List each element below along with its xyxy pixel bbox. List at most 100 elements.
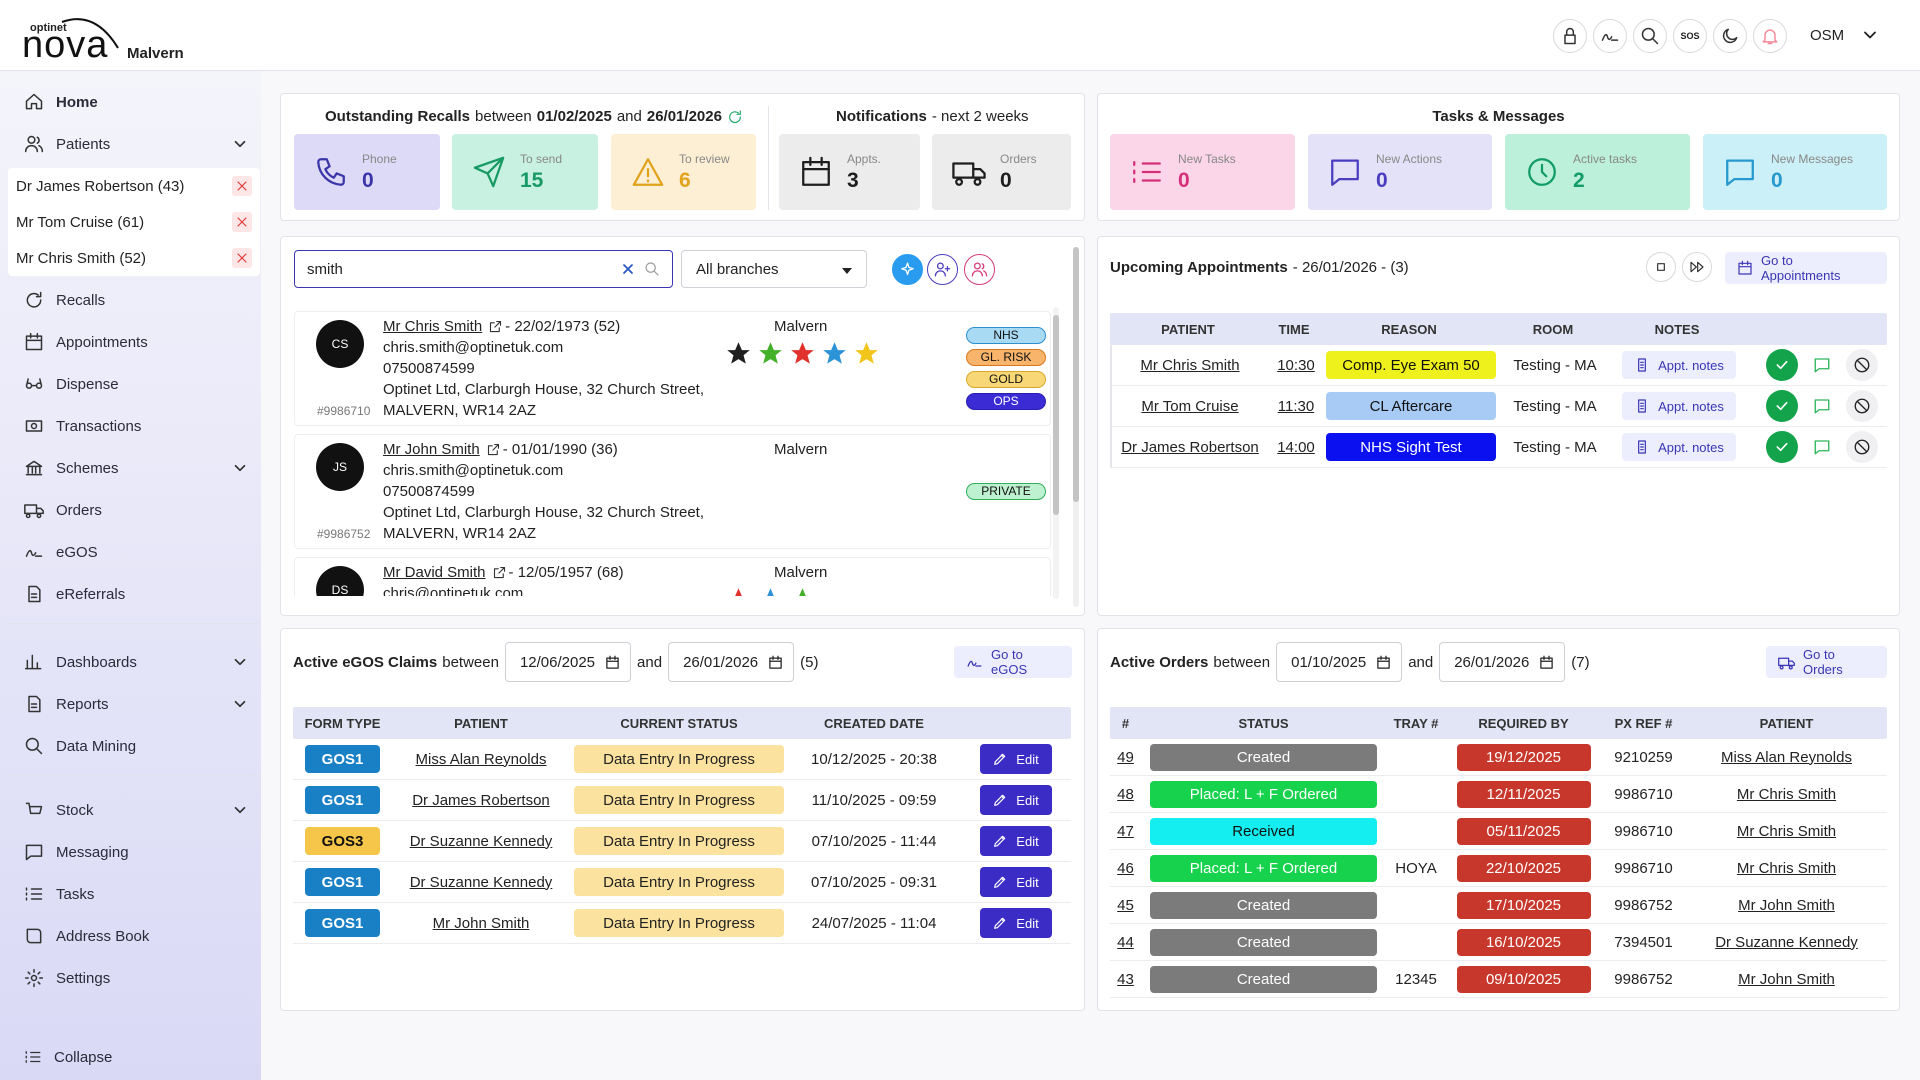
- nav-item[interactable]: Data Mining: [0, 725, 261, 767]
- patient-link[interactable]: Miss Alan Reynolds: [1721, 748, 1852, 766]
- order-link[interactable]: 48: [1117, 785, 1134, 803]
- date-input[interactable]: 26/01/2026: [1439, 642, 1566, 682]
- stat-card[interactable]: New Tasks 0: [1110, 134, 1295, 210]
- patient-link[interactable]: Mr Chris Smith: [1736, 859, 1837, 877]
- header-button[interactable]: [1633, 19, 1667, 53]
- date-input[interactable]: 01/10/2025: [1276, 642, 1403, 682]
- open-patient[interactable]: Dr James Robertson (43): [8, 168, 260, 204]
- arrive-button[interactable]: [1766, 349, 1798, 381]
- order-link[interactable]: 47: [1117, 822, 1134, 840]
- stat-card[interactable]: New Messages 0: [1703, 134, 1887, 210]
- stat-card[interactable]: New Actions 0: [1308, 134, 1492, 210]
- nav-item[interactable]: Appointments: [0, 321, 261, 363]
- arrive-button[interactable]: [1766, 431, 1798, 463]
- order-link[interactable]: 45: [1117, 896, 1134, 914]
- patient-link[interactable]: Miss Alan Reynolds: [415, 750, 547, 768]
- patient-link[interactable]: Mr John Smith: [432, 914, 530, 932]
- patient-link[interactable]: Mr Chris Smith: [1140, 356, 1240, 374]
- nav-item[interactable]: Patients: [0, 123, 261, 165]
- close-button[interactable]: [232, 176, 252, 196]
- order-link[interactable]: 46: [1117, 859, 1134, 877]
- cancel-button[interactable]: [1846, 431, 1878, 463]
- patient-link[interactable]: Dr James Robertson: [412, 791, 550, 809]
- patient-card[interactable]: DS Mr David Smith - 12/05/1957 (68) chris@o…: [294, 557, 1051, 596]
- nav-item[interactable]: Recalls: [0, 279, 261, 321]
- cancel-button[interactable]: [1846, 349, 1878, 381]
- branch-select[interactable]: All branches: [681, 250, 867, 288]
- stat-card[interactable]: Orders 0: [932, 134, 1071, 210]
- nav-item[interactable]: Dashboards: [0, 641, 261, 683]
- header-button[interactable]: [1553, 19, 1587, 53]
- cancel-button[interactable]: [1846, 390, 1878, 422]
- open-patient[interactable]: Mr Tom Cruise (61): [8, 204, 260, 240]
- message-button[interactable]: [1806, 390, 1838, 422]
- header-button[interactable]: [1713, 19, 1747, 53]
- patient-link[interactable]: Mr Tom Cruise: [1141, 397, 1239, 415]
- nav-item[interactable]: Reports: [0, 683, 261, 725]
- search-action[interactable]: [892, 254, 923, 285]
- date-input[interactable]: 12/06/2025: [504, 642, 632, 682]
- patient-link[interactable]: Dr James Robertson: [1121, 438, 1259, 456]
- message-button[interactable]: [1806, 349, 1838, 381]
- order-link[interactable]: 44: [1117, 933, 1134, 951]
- patient-link[interactable]: Dr Suzanne Kennedy: [409, 832, 553, 850]
- nav-item[interactable]: eReferrals: [0, 573, 261, 615]
- time-link[interactable]: 10:30: [1277, 356, 1315, 374]
- go-button[interactable]: Go to eGOS: [954, 646, 1072, 678]
- open-patient[interactable]: Mr Chris Smith (52): [8, 240, 260, 276]
- patient-card[interactable]: CS Mr Chris Smith - 22/02/1973 (52) chris.s…: [294, 311, 1051, 426]
- nav-item[interactable]: Settings: [0, 957, 261, 999]
- patient-link[interactable]: Dr Suzanne Kennedy: [1715, 933, 1858, 951]
- header-button[interactable]: [1593, 19, 1627, 53]
- patient-link[interactable]: Mr John Smith: [1738, 896, 1835, 914]
- notes-button[interactable]: Appt. notes: [1622, 392, 1736, 420]
- user-menu[interactable]: [1860, 25, 1880, 45]
- external-link[interactable]: [492, 565, 507, 580]
- header-button[interactable]: [1753, 19, 1787, 53]
- edit-button[interactable]: Edit: [979, 826, 1052, 856]
- go-appointments[interactable]: Go to Appointments: [1725, 252, 1887, 284]
- notes-button[interactable]: Appt. notes: [1622, 351, 1736, 379]
- edit-button[interactable]: Edit: [979, 785, 1052, 815]
- nav-item[interactable]: Address Book: [0, 915, 261, 957]
- time-link[interactable]: 11:30: [1277, 397, 1315, 415]
- patient-link[interactable]: Mr John Smith: [1738, 970, 1835, 988]
- clear[interactable]: [620, 261, 636, 277]
- arrive-button[interactable]: [1766, 390, 1798, 422]
- external-link[interactable]: [486, 442, 501, 457]
- nav-item[interactable]: Stock: [0, 789, 261, 831]
- notes-button[interactable]: Appt. notes: [1622, 433, 1736, 461]
- message-button[interactable]: [1806, 431, 1838, 463]
- collapse[interactable]: Collapse: [0, 1036, 261, 1078]
- patient-name[interactable]: Mr Chris Smith: [383, 318, 483, 335]
- stat-card[interactable]: Active tasks 2: [1505, 134, 1690, 210]
- stat-card[interactable]: To send 15: [452, 134, 598, 210]
- go-button[interactable]: Go to Orders: [1766, 646, 1887, 678]
- search-action[interactable]: [927, 254, 958, 285]
- nav-item[interactable]: Schemes: [0, 447, 261, 489]
- close-button[interactable]: [232, 212, 252, 232]
- nav-item[interactable]: Messaging: [0, 831, 261, 873]
- nav-item[interactable]: Tasks: [0, 873, 261, 915]
- stat-card[interactable]: Phone 0: [294, 134, 440, 210]
- external-link[interactable]: [488, 319, 503, 334]
- close-button[interactable]: [232, 248, 252, 268]
- nav-item[interactable]: Transactions: [0, 405, 261, 447]
- nav-item[interactable]: Orders: [0, 489, 261, 531]
- patient-link[interactable]: Dr Suzanne Kennedy: [409, 873, 553, 891]
- search-input[interactable]: smith: [294, 250, 673, 288]
- header-button[interactable]: SOS: [1673, 19, 1707, 53]
- nav-item[interactable]: Dispense: [0, 363, 261, 405]
- nav-item[interactable]: Home: [0, 81, 261, 123]
- edit-button[interactable]: Edit: [979, 867, 1052, 897]
- forward-button[interactable]: [1682, 252, 1712, 282]
- patient-card[interactable]: JS Mr John Smith - 01/01/1990 (36) chris.sm…: [294, 434, 1051, 549]
- stat-card[interactable]: To review 6: [611, 134, 756, 210]
- order-link[interactable]: 49: [1117, 748, 1134, 766]
- order-link[interactable]: 43: [1117, 970, 1134, 988]
- user-name[interactable]: OSM: [1810, 27, 1845, 44]
- patient-link[interactable]: Mr Chris Smith: [1736, 822, 1837, 840]
- edit-button[interactable]: Edit: [979, 908, 1052, 938]
- patient-link[interactable]: Mr Chris Smith: [1736, 785, 1837, 803]
- patient-name[interactable]: Mr John Smith: [383, 441, 480, 458]
